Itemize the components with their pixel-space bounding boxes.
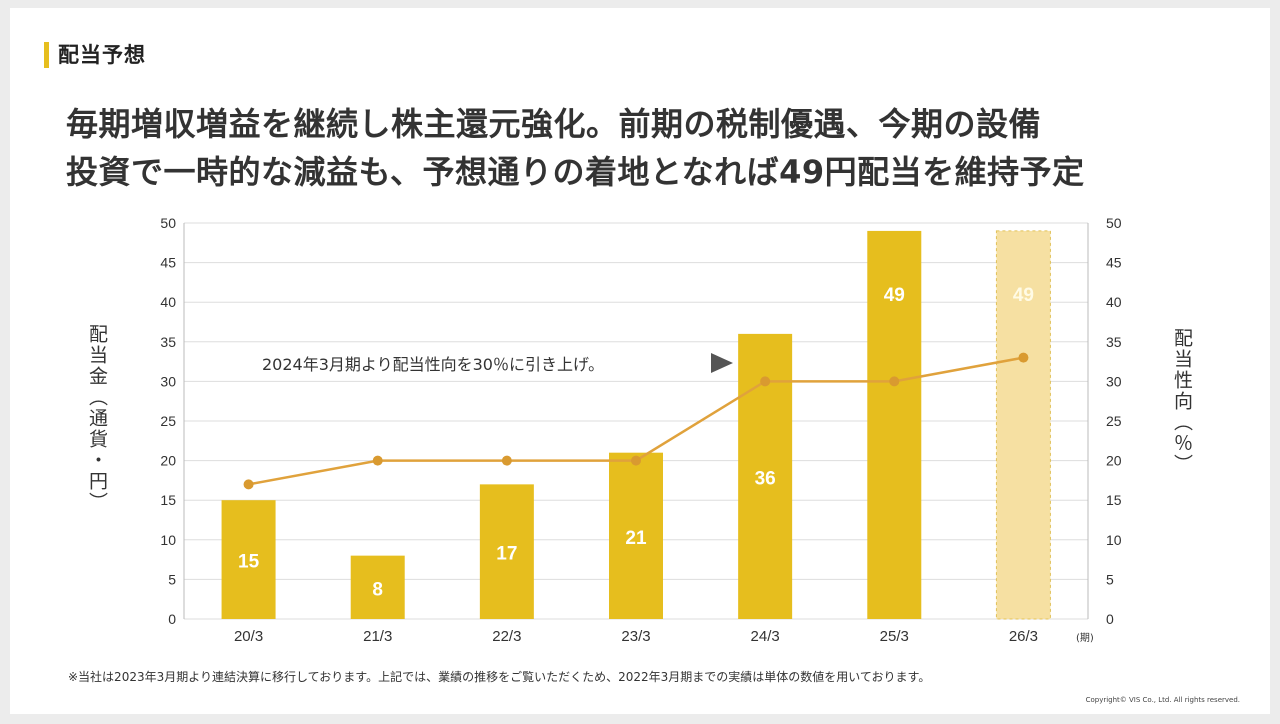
- y-tick-left: 35: [160, 334, 176, 350]
- section-label: 配当予想: [58, 43, 146, 67]
- dividend-chart: 0 0 5 5 10 10 15 15 20 20 25 25 30 30 35 35 40 40 45 45 50 50…: [160, 215, 1122, 645]
- bar: [609, 452, 663, 619]
- bar: [867, 230, 922, 620]
- y-tick-right: 15: [1106, 492, 1122, 508]
- x-tick-label: 23/3: [621, 628, 650, 645]
- x-tick-label: 20/3: [234, 628, 263, 645]
- x-tick-label: 26/3: [1009, 628, 1038, 645]
- bar: [221, 500, 276, 619]
- section-marker: [44, 42, 49, 68]
- annotation-arrow-icon: [711, 353, 733, 373]
- y-tick-right: 50: [1106, 215, 1122, 231]
- bar-value-label: 15: [238, 552, 260, 573]
- payout-ratio-point: [372, 455, 383, 466]
- y-tick-right: 35: [1106, 334, 1122, 350]
- y-tick-right: 25: [1106, 413, 1122, 429]
- payout-ratio-point: [243, 479, 254, 490]
- x-axis-suffix: (期): [1076, 632, 1094, 644]
- x-tick-label: 25/3: [880, 628, 909, 645]
- bar-value-label: 17: [496, 544, 517, 565]
- y-tick-left: 20: [160, 453, 176, 469]
- payout-ratio-point: [631, 455, 641, 466]
- bar-value-label: 36: [755, 468, 776, 489]
- bar: [479, 484, 534, 619]
- bar-value-label: 8: [372, 579, 383, 600]
- y-tick-right: 5: [1106, 571, 1114, 587]
- y-tick-right: 45: [1106, 255, 1122, 271]
- y-tick-right: 40: [1106, 294, 1122, 310]
- y-tick-right: 10: [1106, 532, 1122, 548]
- y-tick-left: 50: [160, 215, 176, 231]
- y-tick-right: 0: [1106, 611, 1114, 627]
- payout-ratio-point: [889, 376, 900, 387]
- bar-forecast: [995, 230, 1051, 620]
- x-tick-label: 22/3: [492, 628, 521, 645]
- headline: 毎期増収増益を継続し株主還元強化。前期の税制優遇、今期の設備 投資で一時的な減益…: [66, 100, 1085, 196]
- y-axis-label-left: 配当金（通貨・円）: [86, 324, 108, 513]
- y-tick-left: 10: [160, 532, 176, 548]
- bar: [350, 555, 405, 619]
- y-tick-left: 40: [160, 294, 176, 310]
- payout-ratio-point: [501, 455, 512, 466]
- payout-ratio-point: [760, 376, 771, 387]
- copyright: Copyright© VIS Co., Ltd. All rights rese…: [1085, 696, 1240, 704]
- y-tick-left: 15: [160, 492, 176, 508]
- headline-line-2: 投資で一時的な減益も、予想通りの着地となれば49円配当を維持予定: [66, 153, 1085, 191]
- y-tick-right: 20: [1106, 453, 1122, 469]
- y-tick-left: 5: [168, 571, 176, 587]
- bar-value-label: 49: [884, 285, 905, 306]
- y-tick-left: 30: [160, 373, 176, 389]
- bar-value-label: 21: [625, 528, 647, 549]
- y-tick-left: 25: [160, 413, 176, 429]
- chart-annotation: 2024年3月期より配当性向を30％に引き上げ。: [262, 355, 604, 374]
- y-tick-right: 30: [1106, 373, 1122, 389]
- headline-line-1: 毎期増収増益を継続し株主還元強化。前期の税制優遇、今期の設備: [66, 105, 1042, 143]
- y-tick-left: 0: [168, 611, 176, 627]
- payout-ratio-point: [1018, 352, 1029, 363]
- bar-value-label: 49: [1013, 285, 1034, 306]
- footnote: ※当社は2023年3月期より連結決算に移行しております。上記では、業績の推移をご…: [68, 670, 931, 684]
- x-tick-label: 21/3: [363, 628, 392, 645]
- slide: 配当予想 毎期増収増益を継続し株主還元強化。前期の税制優遇、今期の設備 投資で一…: [10, 8, 1270, 714]
- y-tick-left: 45: [160, 255, 176, 271]
- y-axis-label-right: 配当性向（％）: [1171, 328, 1193, 475]
- x-tick-label: 24/3: [751, 628, 780, 645]
